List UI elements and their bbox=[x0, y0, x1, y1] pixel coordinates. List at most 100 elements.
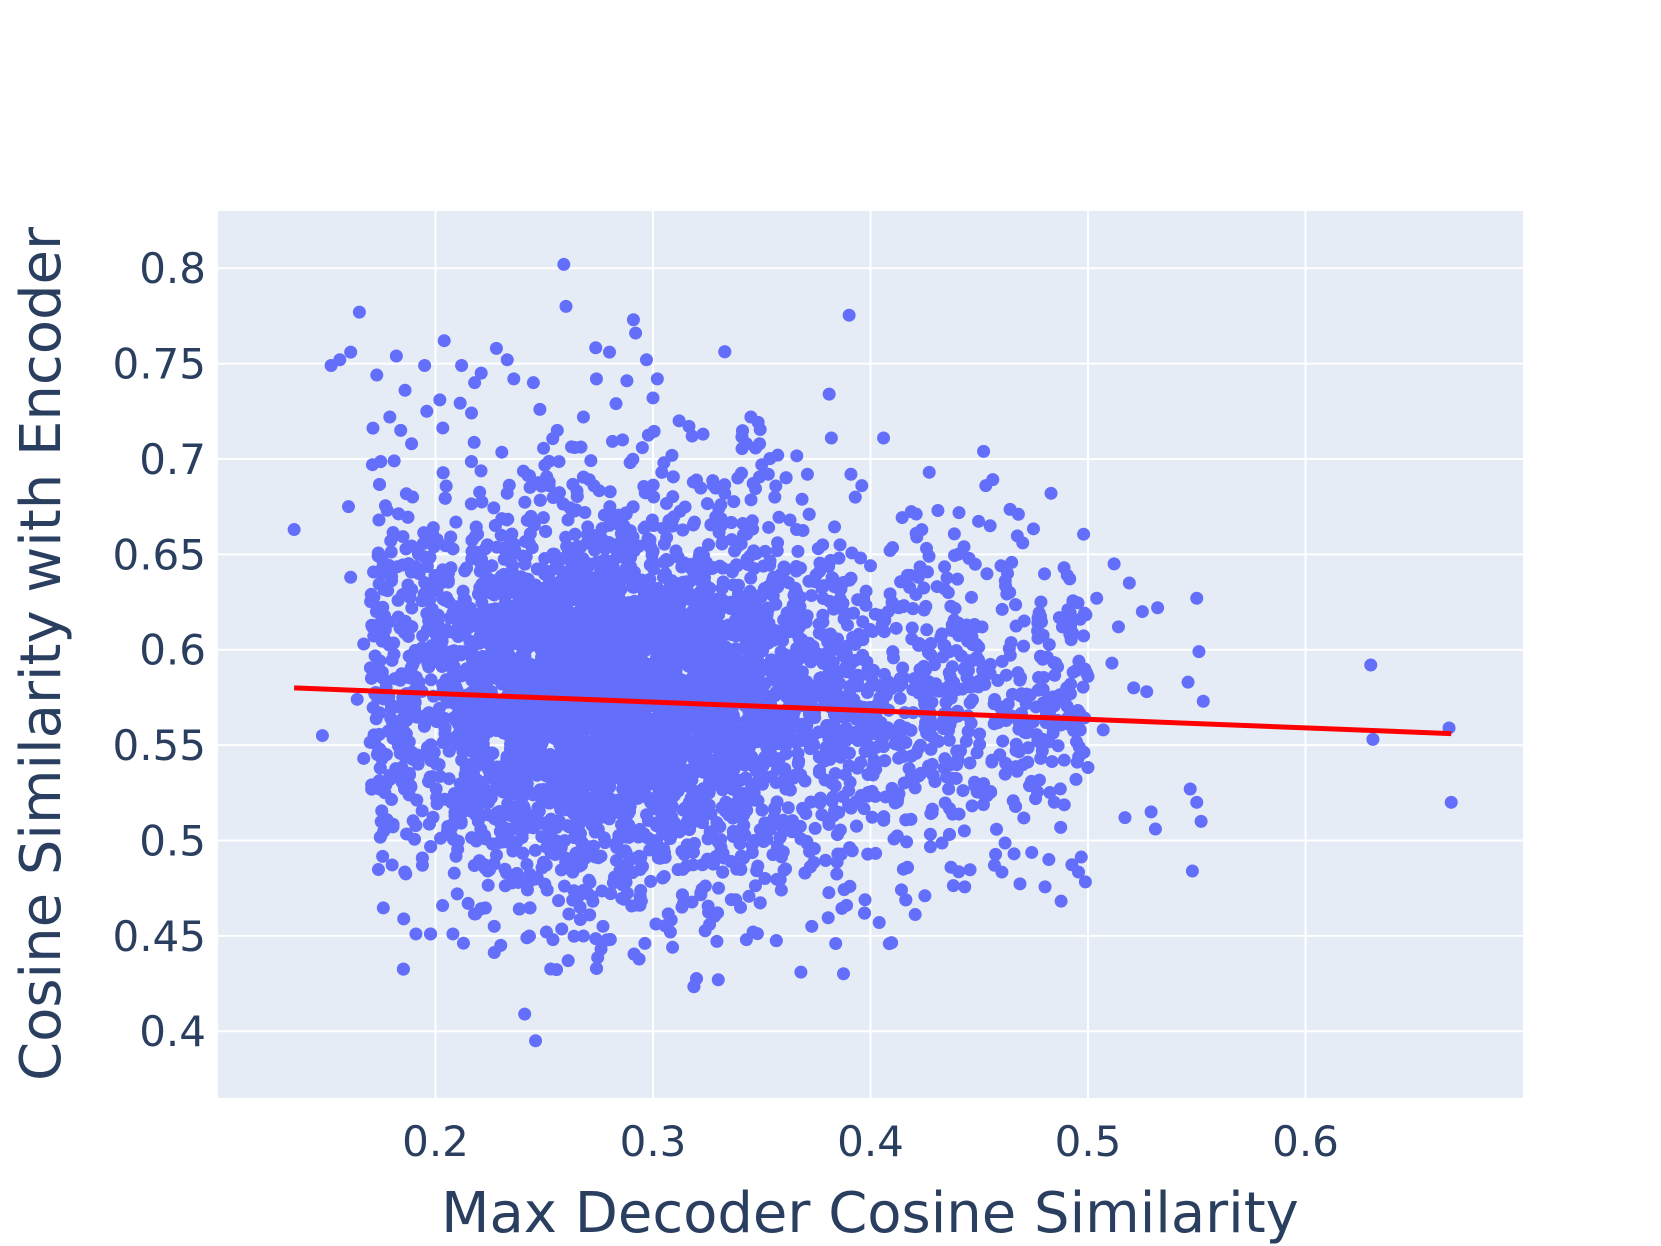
data-point bbox=[366, 701, 380, 715]
data-point bbox=[456, 745, 470, 759]
data-point bbox=[445, 625, 459, 639]
data-point bbox=[803, 742, 817, 756]
data-point bbox=[790, 641, 804, 655]
data-point bbox=[643, 572, 657, 586]
data-point bbox=[858, 893, 872, 907]
data-point bbox=[500, 750, 514, 764]
data-point bbox=[819, 853, 833, 867]
data-point bbox=[487, 501, 501, 515]
data-point bbox=[764, 665, 778, 679]
data-point bbox=[472, 854, 486, 868]
data-point bbox=[433, 769, 447, 783]
data-point bbox=[766, 848, 780, 862]
data-point bbox=[566, 477, 580, 491]
data-point bbox=[374, 815, 388, 829]
data-point bbox=[747, 544, 761, 558]
data-point bbox=[758, 544, 772, 558]
data-point bbox=[644, 874, 658, 888]
data-point bbox=[830, 867, 844, 881]
data-point bbox=[843, 879, 857, 893]
data-point bbox=[557, 879, 571, 893]
data-point bbox=[893, 691, 907, 705]
data-point bbox=[844, 571, 858, 585]
data-point bbox=[424, 673, 438, 687]
data-point bbox=[802, 574, 816, 588]
data-point bbox=[436, 899, 450, 913]
data-point bbox=[803, 845, 817, 859]
data-point bbox=[604, 887, 618, 901]
data-point bbox=[396, 530, 410, 544]
data-point bbox=[422, 706, 436, 720]
data-point bbox=[802, 507, 816, 521]
data-point bbox=[763, 558, 777, 572]
data-point bbox=[443, 738, 457, 752]
data-point bbox=[384, 545, 398, 559]
data-point bbox=[821, 911, 835, 925]
data-point bbox=[397, 912, 411, 926]
data-point bbox=[772, 510, 786, 524]
data-point bbox=[615, 891, 629, 905]
data-point bbox=[464, 455, 478, 469]
data-point bbox=[660, 531, 674, 545]
data-point bbox=[474, 822, 488, 836]
data-point bbox=[626, 865, 640, 879]
data-point bbox=[657, 869, 671, 883]
data-point bbox=[494, 629, 508, 643]
data-point bbox=[659, 680, 673, 694]
data-point bbox=[537, 441, 551, 455]
data-point bbox=[724, 854, 738, 868]
data-point bbox=[412, 675, 426, 689]
data-point bbox=[768, 688, 782, 702]
data-point bbox=[747, 561, 761, 575]
data-point bbox=[524, 716, 538, 730]
data-point bbox=[385, 653, 399, 667]
data-point bbox=[739, 638, 753, 652]
data-point bbox=[438, 539, 452, 553]
data-point bbox=[597, 508, 611, 522]
data-point bbox=[836, 967, 850, 981]
data-point bbox=[552, 894, 566, 908]
data-point bbox=[365, 782, 379, 796]
data-point bbox=[626, 500, 640, 514]
data-point bbox=[501, 512, 515, 526]
data-point bbox=[850, 819, 864, 833]
data-point bbox=[626, 580, 640, 594]
data-point bbox=[770, 544, 784, 558]
data-point bbox=[750, 864, 764, 878]
data-point bbox=[554, 803, 568, 817]
data-point bbox=[647, 424, 661, 438]
data-point bbox=[518, 557, 532, 571]
data-point bbox=[402, 557, 416, 571]
data-point bbox=[570, 742, 584, 756]
data-point bbox=[542, 454, 556, 468]
data-point bbox=[727, 495, 741, 509]
data-point bbox=[694, 788, 708, 802]
data-point bbox=[744, 493, 758, 507]
data-point bbox=[465, 533, 479, 547]
data-point bbox=[702, 538, 716, 552]
data-point bbox=[458, 768, 472, 782]
data-point bbox=[385, 793, 399, 807]
data-point bbox=[570, 489, 584, 503]
data-point bbox=[795, 492, 809, 506]
data-point bbox=[634, 850, 648, 864]
data-point bbox=[666, 490, 680, 504]
data-point bbox=[540, 883, 554, 897]
data-point bbox=[391, 610, 405, 624]
data-point bbox=[671, 600, 685, 614]
data-point bbox=[889, 621, 903, 635]
data-point bbox=[550, 963, 564, 977]
data-point bbox=[373, 654, 387, 668]
data-point bbox=[778, 762, 792, 776]
data-point bbox=[375, 804, 389, 818]
data-point bbox=[718, 345, 732, 359]
data-point bbox=[877, 625, 891, 639]
data-point bbox=[567, 929, 581, 943]
data-point bbox=[635, 441, 649, 455]
data-point bbox=[535, 861, 549, 875]
data-point bbox=[666, 470, 680, 484]
data-point bbox=[533, 783, 547, 797]
data-point bbox=[663, 832, 677, 846]
data-point bbox=[573, 913, 587, 927]
